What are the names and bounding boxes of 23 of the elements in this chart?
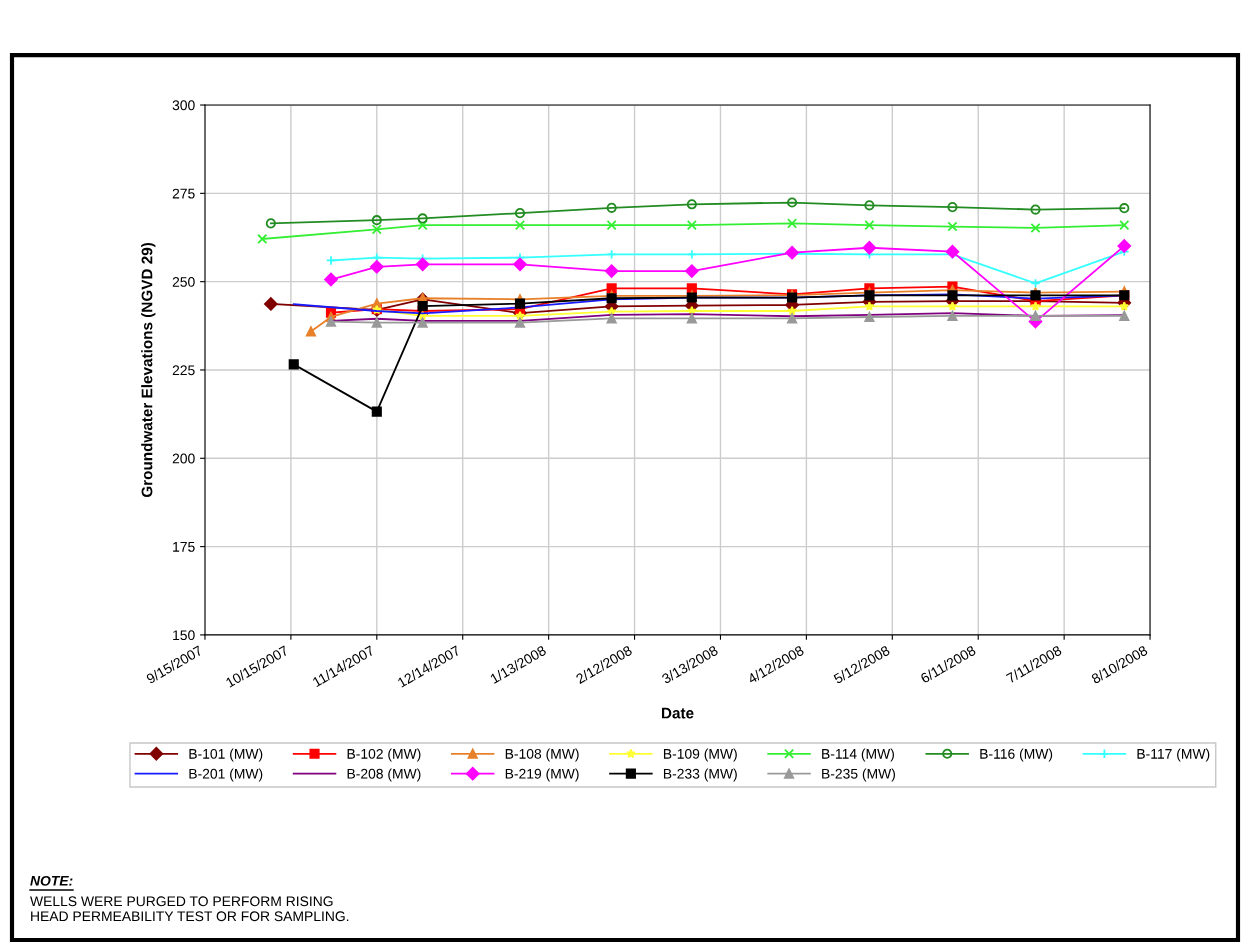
x-axis-title: Date [661, 707, 694, 719]
legend-label: B-208 (MW) [347, 768, 421, 782]
legend-label: B-219 (MW) [505, 768, 579, 782]
legend-label: B-114 (MW) [822, 748, 894, 762]
legend-label: B-116 (MW) [980, 748, 1053, 762]
y-tick-label: 300 [172, 100, 195, 111]
y-tick-label: 200 [172, 453, 195, 464]
y-tick-label: 175 [173, 542, 195, 552]
y-tick-label: 250 [172, 276, 195, 287]
y-tick-label: 225 [172, 365, 195, 376]
legend-label: B-235 (MW) [822, 768, 895, 782]
text: WELLS WERE PURGED TO PERFORM RISING HEAD PERMEABILITY TEST OR FOR SAMPLING. [30, 896, 349, 922]
text: NOTE: [30, 875, 73, 886]
y-tick-label: 150 [173, 630, 195, 641]
legend-label: B-201 (MW) [189, 768, 263, 782]
legend-label: B-233 (MW) [663, 768, 737, 782]
legend-label: B-102 (MW) [347, 748, 421, 762]
y-tick-label: 275 [172, 188, 195, 199]
legend-label: B-117 (MW) [1137, 748, 1210, 762]
legend-label: B-109 (MW) [663, 748, 737, 762]
legend-label: B-101 (MW) [189, 748, 263, 762]
y-axis-title: Groundwater Elevations (NGVD 29) [141, 242, 156, 498]
legend-label: B-108 (MW) [505, 748, 579, 762]
